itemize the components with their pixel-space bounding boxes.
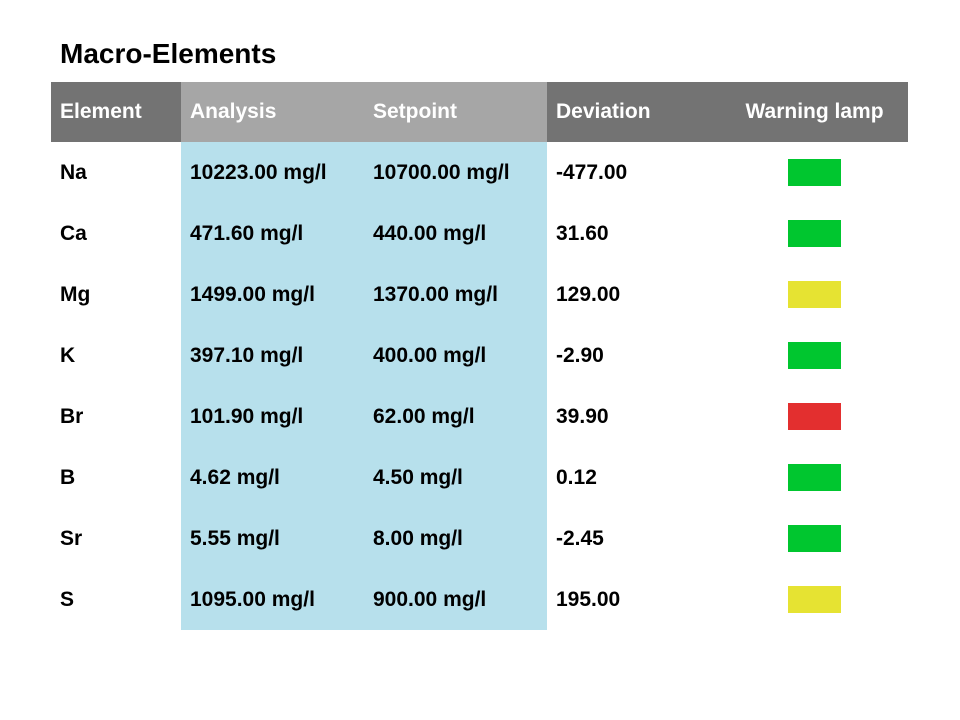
element-cell: S	[60, 587, 75, 611]
table-row: Ca 471.60 mg/l 440.00 mg/l 31.60	[51, 203, 908, 264]
setpoint-cell: 400.00 mg/l	[364, 325, 547, 386]
column-header-warning-lamp: Warning lamp	[721, 82, 908, 142]
element-cell: Br	[60, 404, 84, 428]
column-header-setpoint: Setpoint	[364, 82, 547, 142]
analysis-cell: 1499.00 mg/l	[181, 264, 364, 325]
warning-lamp-indicator	[788, 159, 841, 186]
table-row: Na 10223.00 mg/l 10700.00 mg/l -477.00	[51, 142, 908, 203]
warning-lamp-cell	[721, 508, 908, 569]
deviation-cell: 0.12	[556, 465, 597, 489]
column-header-element: Element	[51, 82, 181, 142]
deviation-cell: -477.00	[556, 160, 628, 184]
deviation-cell: -2.90	[556, 343, 604, 367]
deviation-cell: 129.00	[556, 282, 621, 306]
table-row: K 397.10 mg/l 400.00 mg/l -2.90	[51, 325, 908, 386]
warning-lamp-indicator	[788, 220, 841, 247]
analysis-cell: 1095.00 mg/l	[181, 569, 364, 630]
element-cell: Sr	[60, 526, 83, 550]
column-header-deviation: Deviation	[547, 82, 721, 142]
deviation-cell: 31.60	[556, 221, 609, 245]
column-header-analysis: Analysis	[181, 82, 364, 142]
setpoint-cell: 8.00 mg/l	[364, 508, 547, 569]
warning-lamp-cell	[721, 386, 908, 447]
element-cell: Ca	[60, 221, 87, 245]
deviation-cell: 39.90	[556, 404, 609, 428]
element-cell: B	[60, 465, 76, 489]
deviation-cell: -2.45	[556, 526, 604, 550]
setpoint-cell: 62.00 mg/l	[364, 386, 547, 447]
table-row: Br 101.90 mg/l 62.00 mg/l 39.90	[51, 386, 908, 447]
table-row: Mg 1499.00 mg/l 1370.00 mg/l 129.00	[51, 264, 908, 325]
analysis-cell: 5.55 mg/l	[181, 508, 364, 569]
analysis-cell: 471.60 mg/l	[181, 203, 364, 264]
setpoint-cell: 10700.00 mg/l	[364, 142, 547, 203]
analysis-cell: 10223.00 mg/l	[181, 142, 364, 203]
table-header: Element Analysis Setpoint Deviation Warn…	[51, 82, 908, 142]
warning-lamp-indicator	[788, 403, 841, 430]
analysis-cell: 4.62 mg/l	[181, 447, 364, 508]
element-cell: K	[60, 343, 76, 367]
macro-elements-table: Element Analysis Setpoint Deviation Warn…	[51, 82, 908, 630]
setpoint-cell: 1370.00 mg/l	[364, 264, 547, 325]
element-cell: Mg	[60, 282, 91, 306]
setpoint-cell: 900.00 mg/l	[364, 569, 547, 630]
warning-lamp-indicator	[788, 342, 841, 369]
warning-lamp-cell	[721, 447, 908, 508]
warning-lamp-indicator	[788, 586, 841, 613]
deviation-cell: 195.00	[556, 587, 621, 611]
warning-lamp-cell	[721, 203, 908, 264]
warning-lamp-cell	[721, 264, 908, 325]
warning-lamp-indicator	[788, 281, 841, 308]
setpoint-cell: 4.50 mg/l	[364, 447, 547, 508]
warning-lamp-cell	[721, 325, 908, 386]
setpoint-cell: 440.00 mg/l	[364, 203, 547, 264]
table-row: B 4.62 mg/l 4.50 mg/l 0.12	[51, 447, 908, 508]
table-row: S 1095.00 mg/l 900.00 mg/l 195.00	[51, 569, 908, 630]
warning-lamp-indicator	[788, 525, 841, 552]
element-cell: Na	[60, 160, 87, 184]
page-title: Macro-Elements	[60, 38, 277, 69]
warning-lamp-cell	[721, 142, 908, 203]
warning-lamp-indicator	[788, 464, 841, 491]
warning-lamp-cell	[721, 569, 908, 630]
analysis-cell: 397.10 mg/l	[181, 325, 364, 386]
analysis-cell: 101.90 mg/l	[181, 386, 364, 447]
table-row: Sr 5.55 mg/l 8.00 mg/l -2.45	[51, 508, 908, 569]
